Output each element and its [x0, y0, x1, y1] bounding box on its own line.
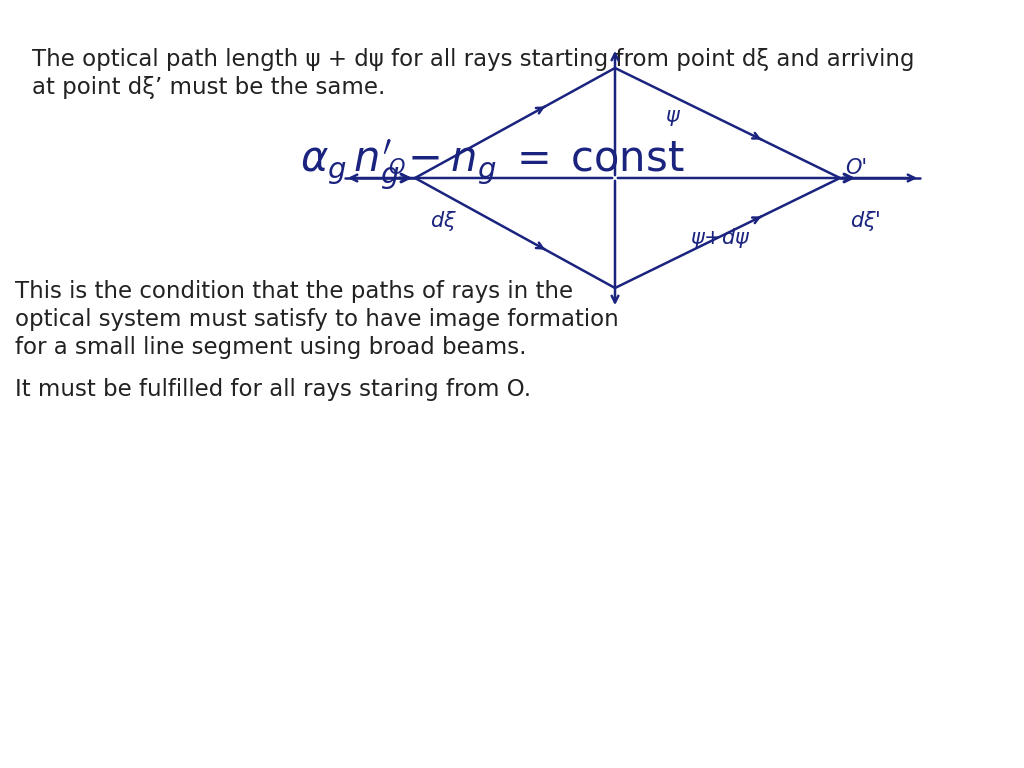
Text: d$\xi$': d$\xi$'	[850, 209, 881, 233]
Text: $\psi$: $\psi$	[665, 108, 681, 128]
Text: It must be fulfilled for all rays staring from O.: It must be fulfilled for all rays starin…	[15, 378, 531, 401]
Text: The optical path length ψ + dψ for all rays starting from point dξ and arriving: The optical path length ψ + dψ for all r…	[32, 48, 914, 71]
Text: $\psi$+d$\psi$: $\psi$+d$\psi$	[690, 226, 751, 250]
Text: O': O'	[845, 158, 867, 178]
Text: This is the condition that the paths of rays in the: This is the condition that the paths of …	[15, 280, 573, 303]
Text: optical system must satisfy to have image formation: optical system must satisfy to have imag…	[15, 308, 618, 331]
Text: $\mathit{\alpha}_g\,\mathit{n}_g^{\prime} - \mathit{n}_g\; =\; \mathrm{const}$: $\mathit{\alpha}_g\,\mathit{n}_g^{\prime…	[300, 138, 684, 192]
Text: at point dξ’ must be the same.: at point dξ’ must be the same.	[32, 76, 385, 99]
Text: O: O	[389, 158, 406, 178]
Text: for a small line segment using broad beams.: for a small line segment using broad bea…	[15, 336, 526, 359]
Text: d$\xi$: d$\xi$	[430, 209, 457, 233]
